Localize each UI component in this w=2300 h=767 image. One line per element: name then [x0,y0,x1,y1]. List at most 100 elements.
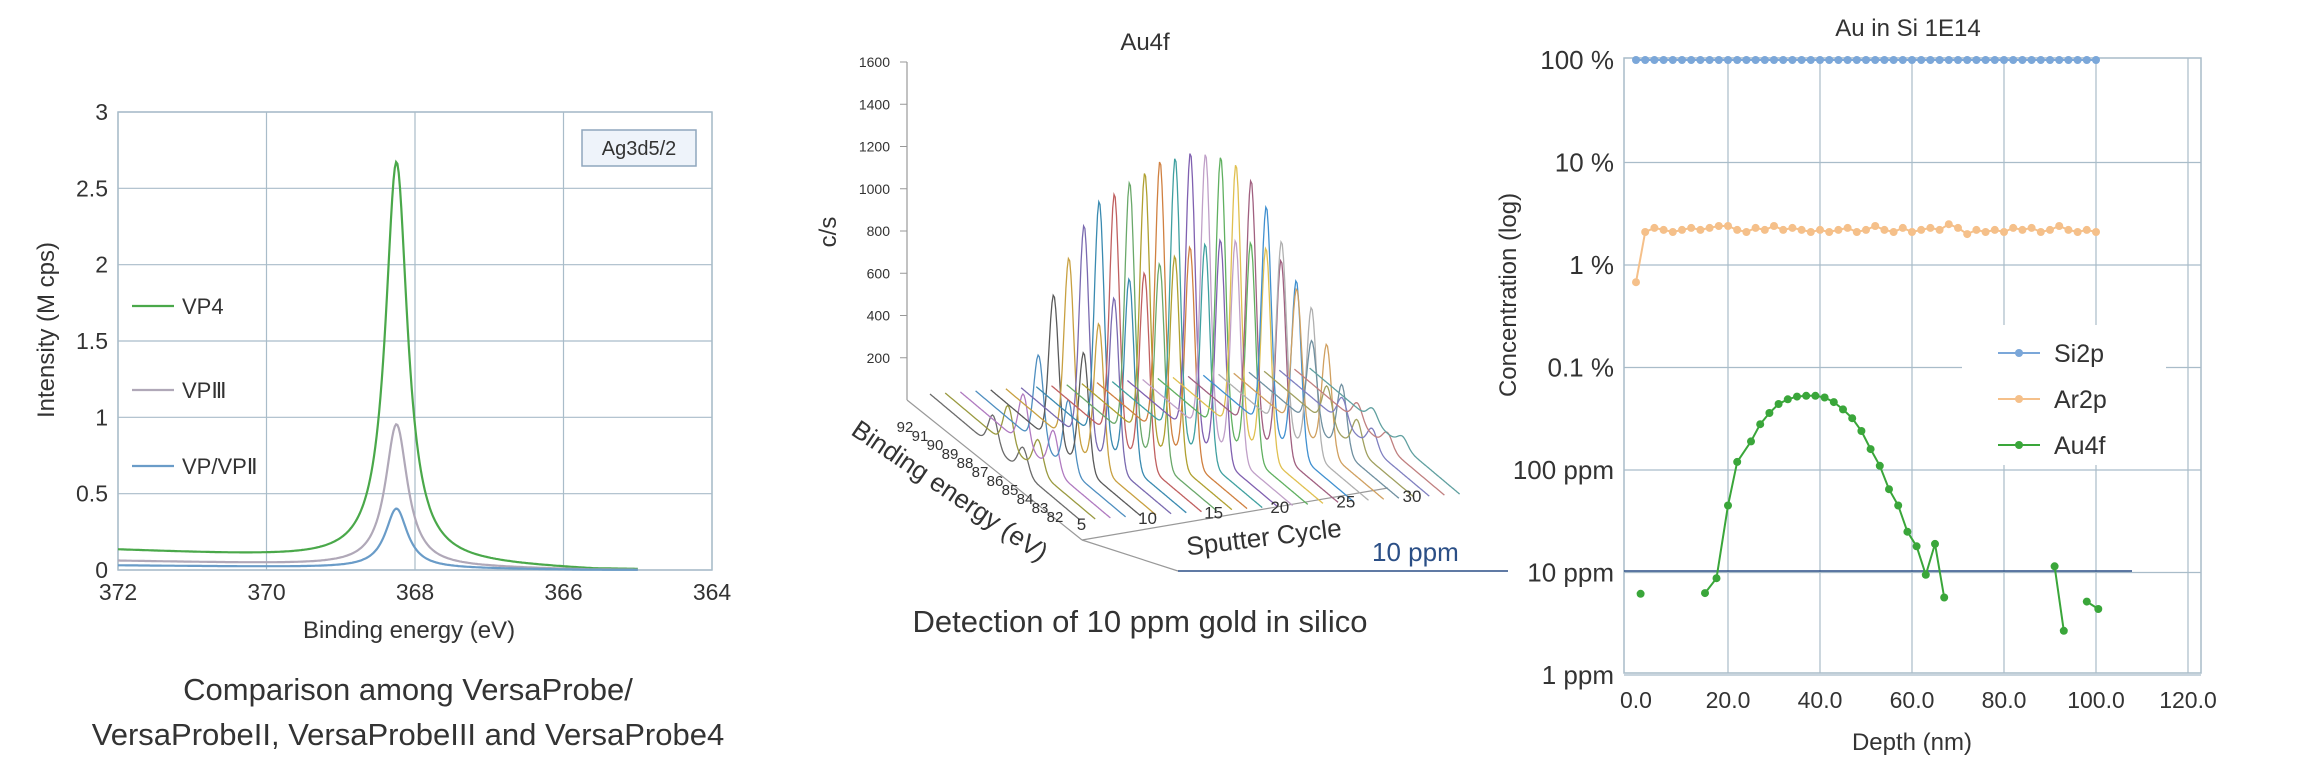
depth-profile-point-au4f [1724,501,1732,510]
au4f-energy-tick-label: 87 [972,464,989,481]
ag3d-x-tick-label: 370 [247,579,285,605]
depth-profile-point-si2p [1889,56,1898,64]
ag3d-legend: VP4 VPⅢ VP/VPⅡ [132,294,258,479]
au4f-cycle-tick-label: 5 [1077,515,1086,534]
depth-profile-point-ar2p [1668,228,1677,236]
depth-profile-x-tick-label: 40.0 [1798,687,1843,713]
depth-profile-y-tick-label: 1 ppm [1542,660,1614,690]
depth-profile-point-ar2p [1935,225,1944,234]
au4f-spectrum-cycle-17 [1142,154,1294,506]
ag3d-series-line-2 [118,507,638,571]
ag3d-caption-line2: VersaProbeII, VersaProbeIII and VersaPro… [92,717,724,752]
depth-profile-point-si2p [2055,56,2064,64]
depth-profile-point-au4f [1783,395,1792,404]
au4f-spectrum-cycle-13 [1081,173,1233,511]
depth-profile-point-ar2p [1834,225,1843,234]
ag3d-y-tick-label: 3 [95,99,108,125]
depth-profile-point-ar2p [1852,228,1861,236]
depth-profile-point-si2p [1825,56,1834,64]
depth-profile-point-ar2p [1825,228,1834,236]
depth-profile-point-au4f [1756,420,1765,429]
depth-profile-point-si2p [1816,56,1824,64]
depth-profile-point-si2p [1632,56,1640,64]
depth-profile-point-ar2p [2009,223,2018,232]
depth-profile-legend-label: Ar2p [2054,386,2107,414]
au4f-spectrum-cycle-11 [1051,191,1202,513]
depth-profile-legend: Si2p Ar2p Au4f [1998,340,2107,460]
au4f-spectrum-cycle-22 [1218,239,1369,501]
depth-profile-point-si2p [1852,56,1861,64]
au4f-energy-axis [906,399,1083,541]
au4f-cycle-tick-label: 20 [1270,498,1289,517]
depth-profile-point-ar2p [1889,228,1898,236]
au4f-z-tick-label: 1400 [859,96,890,112]
depth-profile-point-ar2p [1862,225,1870,234]
depth-profile-legend-marker [2015,349,2023,357]
au4f-cycle-tick-label: 30 [1403,487,1422,506]
depth-profile-point-au4f [1802,391,1811,400]
depth-profile-point-ar2p [1760,225,1769,234]
ag3d-y-tick-label: 0.5 [76,481,108,507]
depth-profile-point-ar2p [1990,225,1999,234]
depth-profile-point-si2p [1972,56,1981,64]
ag3d-x-tick-label: 364 [693,579,732,605]
ag3d-y-tick-label: 0 [95,557,108,583]
ag3d-annotation-box [581,129,697,167]
depth-profile-point-si2p [1733,56,1742,64]
depth-profile-point-ar2p [1917,225,1926,234]
au4f-spectrum-cycle-18 [1157,157,1309,505]
ag3d-x-tick-label: 368 [396,579,434,605]
depth-profile-point-ar2p [2082,225,2091,234]
depth-profile-point-si2p [2000,56,2008,64]
depth-profile-point-ar2p [1972,225,1981,234]
au4f-energy-tick-label: 85 [1002,482,1019,499]
depth-profile-point-si2p [1926,56,1935,64]
depth-profile-point-ar2p [1898,223,1907,232]
au4f-energy-tick-label: 82 [1047,509,1064,526]
au4f-energy-tick-label: 90 [927,437,944,454]
depth-profile-legend-label: Au4f [2054,432,2105,460]
depth-profile-point-ar2p [1954,223,1962,232]
depth-profile-point-ar2p [2036,228,2045,236]
au4f-3d-chart: Au4f c/s 200 400 600 800 1000 1200 1400 1600 92… [815,29,1508,639]
depth-profile-y-tick-label: 10 ppm [1527,558,1614,588]
au4f-energy-tick-label: 89 [942,446,959,463]
depth-profile-point-ar2p [1880,225,1889,234]
depth-profile-point-au4f [1866,445,1875,454]
depth-profile-point-si2p [1714,56,1723,64]
au4f-reference-label: 10 ppm [1372,537,1459,567]
ag3d-y-tick-label: 2.5 [76,175,108,201]
depth-profile-point-si2p [1908,56,1916,64]
ag3d-y-tick-label: 1 [95,404,108,430]
depth-profile-point-si2p [1751,56,1760,64]
depth-profile-point-au4f [1894,501,1903,510]
au4f-spectrum-cycle-21 [1202,204,1354,502]
ag3d-y-ticks: 0 0.5 1 1.5 2 2.5 3 [76,99,108,583]
depth-profile-y-tick-label: 0.1 % [1548,353,1615,383]
depth-profile-point-au4f [1848,414,1857,423]
depth-profile-point-ar2p [2055,222,2064,230]
depth-profile-point-si2p [2027,56,2036,64]
depth-profile-point-ar2p [2046,225,2054,234]
depth-profile-point-si2p [1687,56,1696,64]
depth-profile-point-si2p [1981,56,1990,64]
au4f-spectrum-cycle-3 [929,393,1081,521]
ag3d-intensity-chart: 372 370 368 366 364 0 0.5 1 1.5 2 2.5 3 Ag3d5/2 VP… [33,99,731,752]
au4f-cycle-tick-label: 25 [1336,493,1355,512]
depth-profile-point-ar2p [1806,228,1815,236]
depth-profile-legend-marker [2015,395,2023,403]
depth-profile-point-au4f [1839,405,1847,414]
depth-profile-point-ar2p [1687,223,1696,232]
depth-profile-point-ar2p [1650,223,1659,232]
au4f-spectrum-cycle-25 [1263,370,1415,498]
ag3d-legend-label: VP4 [182,294,224,319]
depth-profile-point-si2p [1935,56,1944,64]
ag3d-x-ticks: 372 370 368 366 364 [99,579,732,605]
depth-profile-point-au4f [1636,589,1645,598]
depth-profile-point-au4f [1903,527,1912,536]
depth-profile-point-au4f [2059,626,2068,635]
depth-profile-point-au4f [1765,409,1774,417]
ag3d-series-line-0 [117,159,638,570]
au4f-spectrum-cycle-9 [1020,223,1172,515]
